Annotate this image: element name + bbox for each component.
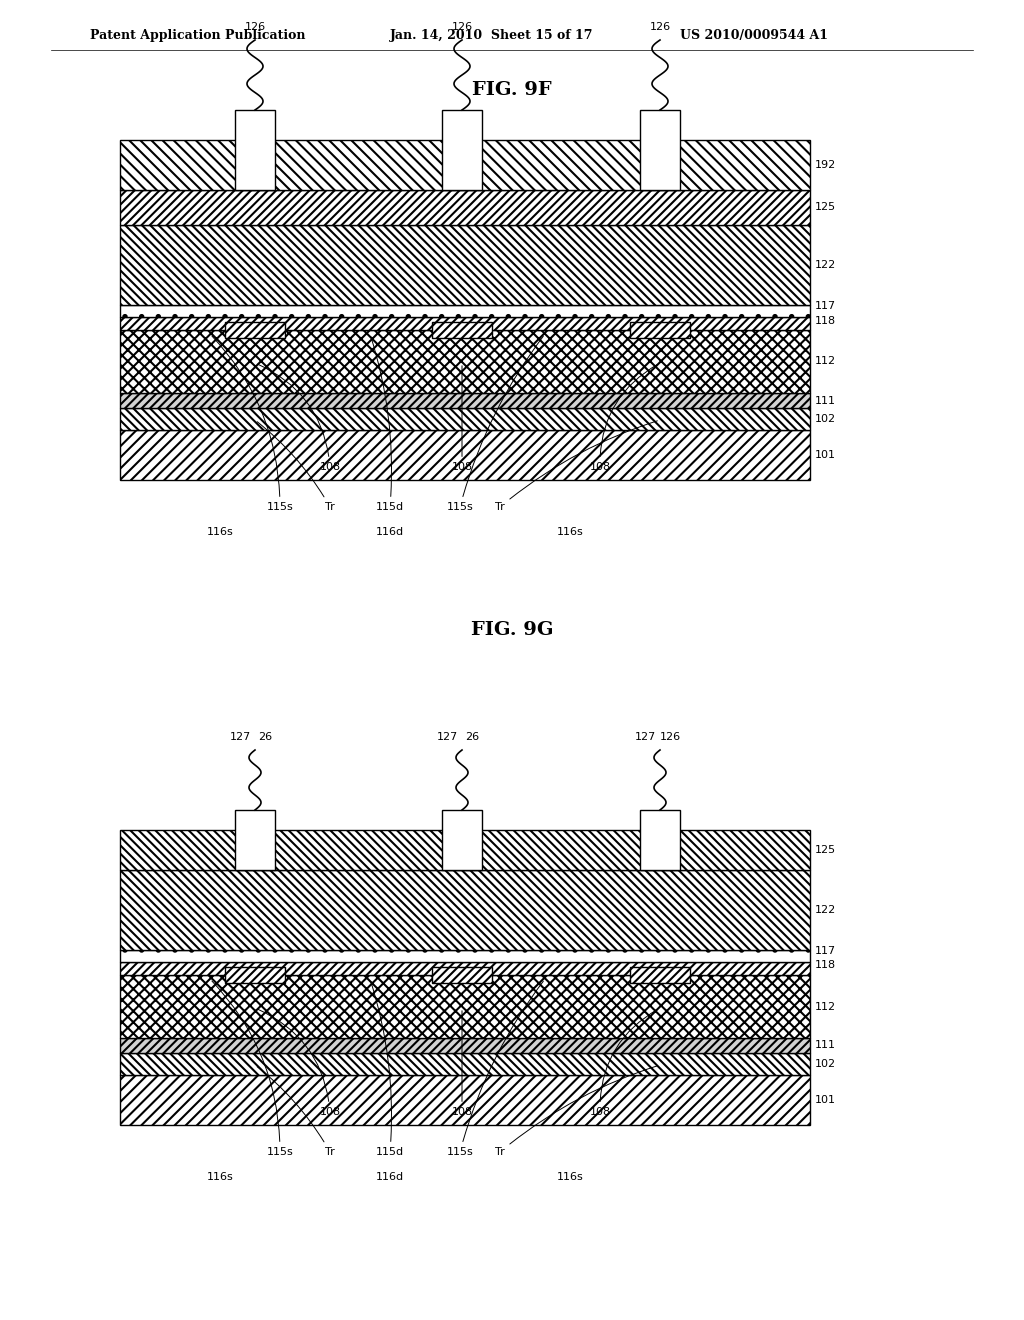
Text: 122: 122: [815, 260, 837, 271]
Text: 122: 122: [815, 906, 837, 915]
Text: Tr: Tr: [257, 1067, 335, 1158]
Text: FIG. 9F: FIG. 9F: [472, 81, 552, 99]
Text: 126: 126: [659, 733, 681, 742]
Text: 118: 118: [815, 961, 837, 970]
Text: 108: 108: [452, 366, 472, 473]
Text: 116s: 116s: [557, 527, 584, 537]
Text: US 2010/0009544 A1: US 2010/0009544 A1: [680, 29, 828, 41]
Text: Tr: Tr: [496, 1065, 657, 1158]
Text: 108: 108: [258, 364, 341, 473]
Text: 125: 125: [815, 202, 837, 213]
Bar: [225, 968, 285, 983]
Text: 117: 117: [815, 946, 837, 956]
Bar: [120, 224, 810, 305]
Bar: [640, 810, 680, 870]
Text: Jan. 14, 2010  Sheet 15 of 17: Jan. 14, 2010 Sheet 15 of 17: [390, 29, 594, 41]
Text: 102: 102: [815, 414, 837, 424]
Bar: [120, 190, 810, 224]
Text: 115d: 115d: [371, 337, 404, 512]
Text: 26: 26: [258, 733, 272, 742]
Text: 115s: 115s: [212, 981, 293, 1158]
Text: 112: 112: [815, 1002, 837, 1011]
Text: 116s: 116s: [207, 1172, 233, 1181]
Text: 127: 127: [436, 733, 458, 742]
Text: 111: 111: [815, 396, 836, 405]
Bar: [630, 322, 690, 338]
Text: 116d: 116d: [376, 527, 404, 537]
Text: 116s: 116s: [557, 1172, 584, 1181]
Bar: [120, 305, 810, 317]
Bar: [234, 110, 275, 190]
Bar: [120, 1038, 810, 1053]
Bar: [234, 810, 275, 870]
Bar: [640, 110, 680, 190]
Bar: [120, 975, 810, 1038]
Text: 115s: 115s: [446, 337, 544, 512]
Text: Tr: Tr: [496, 421, 657, 512]
Bar: [120, 393, 810, 408]
Bar: [120, 317, 810, 330]
Bar: [432, 968, 492, 983]
Text: 102: 102: [815, 1059, 837, 1069]
Text: 108: 108: [258, 1008, 341, 1117]
Text: 108: 108: [452, 1011, 472, 1117]
Text: 126: 126: [452, 22, 472, 32]
Bar: [120, 1053, 810, 1074]
Bar: [442, 110, 482, 190]
Text: 111: 111: [815, 1040, 836, 1051]
Text: 108: 108: [590, 364, 657, 473]
Text: 101: 101: [815, 450, 836, 459]
Bar: [120, 408, 810, 430]
Text: FIG. 9G: FIG. 9G: [471, 620, 553, 639]
Text: 115s: 115s: [212, 337, 293, 512]
Text: 115d: 115d: [371, 982, 404, 1158]
Bar: [120, 870, 810, 950]
Text: 192: 192: [815, 160, 837, 170]
Text: 101: 101: [815, 1096, 836, 1105]
Bar: [120, 830, 810, 870]
Bar: [120, 1074, 810, 1125]
Text: 115s: 115s: [446, 981, 544, 1158]
Text: 126: 126: [245, 22, 265, 32]
Text: 112: 112: [815, 356, 837, 367]
Text: 108: 108: [590, 1010, 657, 1117]
Bar: [432, 322, 492, 338]
Bar: [120, 962, 810, 975]
Bar: [120, 330, 810, 393]
Text: 126: 126: [649, 22, 671, 32]
Text: 116s: 116s: [207, 527, 233, 537]
Text: 117: 117: [815, 301, 837, 312]
Bar: [442, 810, 482, 870]
Text: Tr: Tr: [257, 421, 335, 512]
Text: Patent Application Publication: Patent Application Publication: [90, 29, 305, 41]
Text: 125: 125: [815, 845, 837, 855]
Bar: [120, 140, 810, 190]
Bar: [120, 430, 810, 480]
Text: 26: 26: [465, 733, 479, 742]
Text: 127: 127: [635, 733, 655, 742]
Bar: [120, 950, 810, 962]
Text: 116d: 116d: [376, 1172, 404, 1181]
Text: 127: 127: [229, 733, 251, 742]
Bar: [630, 968, 690, 983]
Text: 118: 118: [815, 315, 837, 326]
Bar: [225, 322, 285, 338]
